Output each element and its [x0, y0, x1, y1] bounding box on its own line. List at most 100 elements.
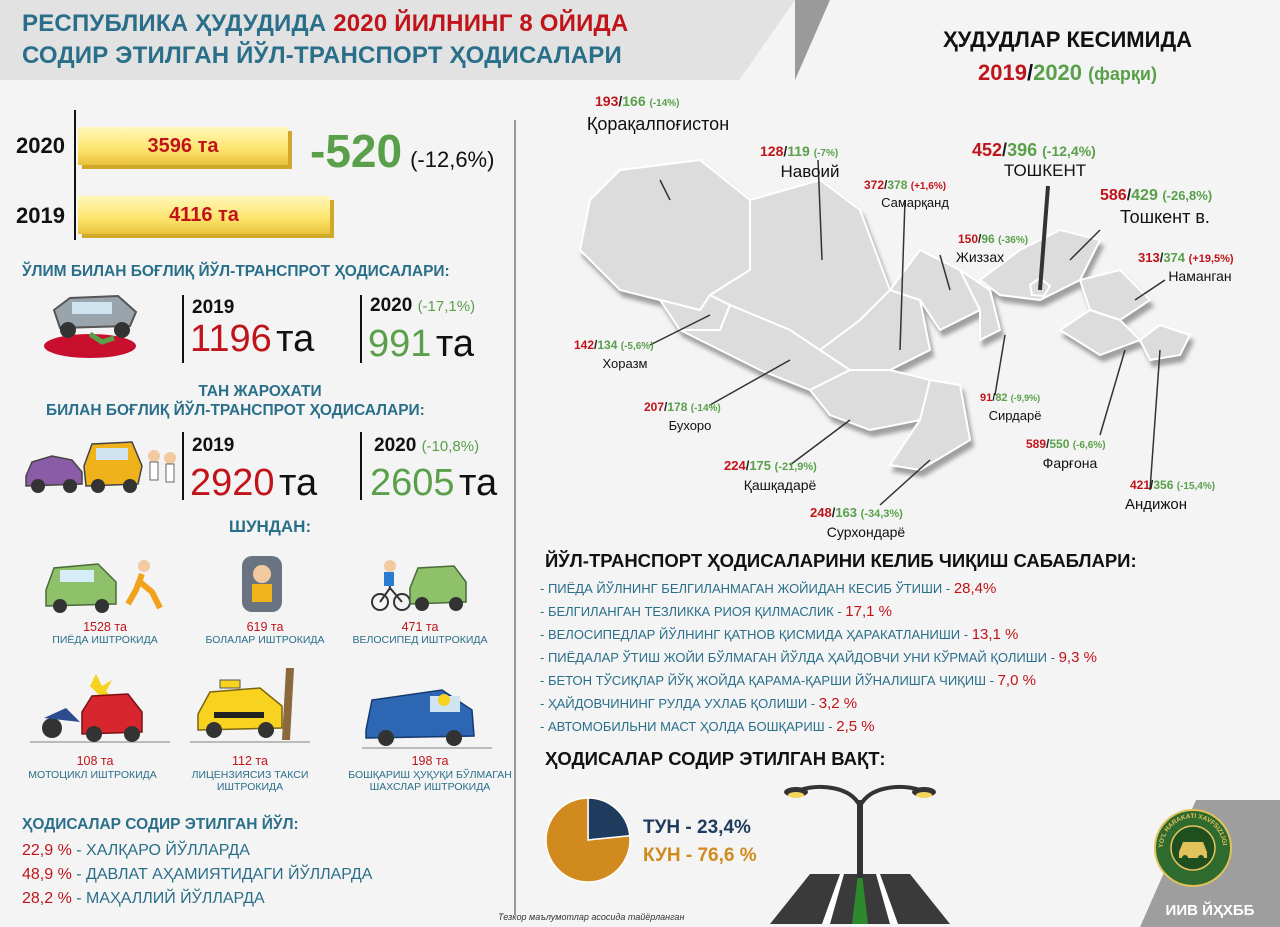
samarqand-2020: 378 [887, 178, 908, 192]
motorcycle-crash-icon [30, 674, 170, 743]
map-region-surxondaryo [888, 378, 972, 472]
namangan-2019: 313 [1138, 250, 1160, 265]
pie-slice-day [545, 797, 631, 883]
shundan-value-2: 619 та [246, 620, 284, 634]
footnote: Тезкор маълумотлар асосида тайёрланган [498, 912, 685, 922]
title-prefix: РЕСПУБЛИКА ҲУДУДИДА [22, 10, 334, 37]
title-band [0, 0, 795, 80]
fatal-heading: ЎЛИМ БИЛАН БОҒЛИҚ ЙЎЛ-ТРАНСПРОТ ҲОДИСАЛА… [22, 263, 450, 280]
label-samarqand-values: 372/378 (+1,6%) [864, 178, 947, 192]
jizzax-2020: 96 [981, 232, 995, 246]
sirdaryo-pct: (-9,9%) [1010, 393, 1041, 403]
roads-heading: ҲОДИСАЛАР СОДИР ЭТИЛГАН ЙЎЛ: [22, 816, 299, 833]
cause-item-3: - ВЕЛОСИПЕДЛАР ЙЎЛНИНГ ҚАТНОВ ҚИСМИДА ҲА… [540, 626, 1097, 649]
qoraqalpogiston-pct: (-14%) [649, 98, 680, 109]
column-divider [514, 120, 516, 915]
label-fargona-name: Фарғона [1042, 455, 1098, 471]
qashqadaryo-pct: (-21,9%) [774, 461, 817, 473]
xorazm-2020: 134 [597, 338, 618, 352]
label-toshkent-values: 452/396 (-12,4%) [972, 140, 1096, 160]
regions-title: ҲУДУДЛАР КЕСИМИДА [942, 27, 1193, 52]
fatal-divider-2 [360, 295, 362, 363]
toshkent-city-2020: 429 [1131, 187, 1158, 204]
navoiy-2019: 128 [760, 143, 784, 159]
shundan-caption-5: ЛИЦЕНЗИЯСИЗ ТАКСИ ИШТРОКИДА [191, 769, 309, 793]
cause-item-5: - БЕТОН ТЎСИҚЛАР ЙЎҚ ЖОЙДА ҚАРАМА-ҚАРШИ … [540, 672, 1097, 695]
map-region-sirdaryo [957, 267, 1002, 342]
road-label-1: - ХАЛҚАРО ЙЎЛЛАРДА [71, 842, 250, 859]
totals-diff-pct: (-12,6%) [410, 147, 495, 172]
cause-text-1: - ПИЁДА ЙЎЛНИНГ БЕЛГИЛАНМАГАН ЖОЙИДАН КЕ… [540, 581, 954, 596]
label-xorazm-name: Хоразм [602, 356, 648, 371]
shundan-value-5: 112 та [232, 754, 268, 768]
injury-value-2020: 2605 та [370, 462, 497, 505]
road-label-3: - МАҲАЛЛИЙ ЙЎЛЛАРДА [71, 890, 265, 907]
samarqand-2019: 372 [864, 178, 885, 192]
injury-divider-2 [360, 432, 362, 500]
label-toshkent-city-name: Тошкент в. [1120, 207, 1210, 227]
buxoro-2019: 207 [644, 400, 665, 414]
map-region-andijon [1138, 323, 1192, 362]
label-sirdaryo-name: Сирдарё [988, 408, 1042, 423]
traffic-police-emblem-icon: YO'L HARAKATI XAVFSIZLIGI [1154, 809, 1232, 887]
cause-pct-4: 9,3 % [1058, 649, 1097, 666]
navoiy-2020: 119 [787, 143, 810, 159]
pedestrian-car-icon [45, 560, 163, 613]
cause-pct-6: 3,2 % [818, 695, 858, 712]
xorazm-pct: (-5,6%) [620, 341, 654, 352]
label-qoraqalpogiston-values: 193/166 (-14%) [595, 93, 680, 109]
fatal-number-2020: 991 [368, 323, 432, 365]
toshkent-pct: (-12,4%) [1042, 143, 1096, 159]
sirdaryo-2019: 91 [980, 392, 993, 404]
child-seat-icon [242, 556, 282, 612]
cause-text-6: - ҲАЙДОВЧИНИНГ РУЛДА УХЛАБ ҚОЛИШИ - [540, 696, 819, 711]
injury-heading-2: БИЛАН БОҒЛИҚ ЙЎЛ-ТРАНСПРОТ ҲОДИСАЛАРИ: [46, 402, 425, 419]
shundan-value-3: 471 та [401, 620, 439, 634]
qoraqalpogiston-2019: 193 [595, 93, 619, 109]
label-navoiy-name: Навоий [780, 162, 840, 181]
cause-text-3: - ВЕЛОСИПЕДЛАР ЙЎЛНИНГ ҚАТНОВ ҚИСМИДА ҲА… [540, 627, 972, 642]
totals-bar-2020: 3596 та [78, 127, 288, 165]
jizzax-pct: (-36%) [998, 235, 1029, 246]
label-qoraqalpogiston-name: Қорақалпоғистон [586, 114, 730, 134]
cause-text-4: - ПИЁДАЛАР ЎТИШ ЖОЙИ БЎЛМАГАН ЙЎЛДА ҲАЙД… [540, 650, 1059, 665]
injury-heading-1: ТАН ЖАРОХАТИ [198, 383, 322, 400]
label-toshkent-city-values: 586/429 (-26,8%) [1100, 187, 1213, 204]
label-sirdaryo-values: 91/82 (-9,9%) [980, 392, 1041, 404]
shundan-value-6: 198 та [411, 754, 449, 768]
map-region-namangan [1078, 268, 1152, 322]
fatal-unit-2020: та [435, 323, 474, 365]
cause-item-1: - ПИЁДА ЙЎЛНИНГ БЕЛГИЛАНМАГАН ЖОЙИДАН КЕ… [540, 580, 1097, 603]
label-andijon-values: 421/356 (-15,4%) [1130, 478, 1216, 492]
buxoro-2020: 178 [667, 400, 688, 414]
cause-pct-1: 28,4% [953, 580, 997, 597]
label-navoiy-values: 128/119 (-7%) [760, 143, 839, 159]
label-namangan-name: Наманган [1168, 268, 1232, 284]
van-driver-icon [362, 689, 492, 749]
fatal-unit-2019: та [276, 318, 315, 360]
totals-year-2019: 2019 [16, 203, 65, 228]
cause-item-2: - БЕЛГИЛАНГАН ТЕЗЛИККА РИОЯ ҚИЛМАСЛИК - … [540, 603, 1097, 626]
injury-year-2020-label: 2020 [374, 435, 417, 456]
buxoro-pct: (-14%) [690, 403, 721, 414]
pie-slice-night [587, 797, 631, 841]
label-jizzax-values: 150/96 (-36%) [958, 232, 1029, 246]
injury-year-2019: 2019 [192, 435, 235, 456]
qashqadaryo-2019: 224 [724, 458, 746, 473]
toshkent-city-2019: 586 [1100, 187, 1127, 204]
totals-bar-2019: 4116 та [78, 196, 330, 234]
toshkent-city-pct: (-26,8%) [1162, 188, 1213, 203]
time-pie-chart [545, 797, 631, 883]
shundan-caption-3: ВЕЛОСИПЕД ИШТРОКИДА [352, 634, 488, 646]
shundan-caption-4: МОТОЦИКЛ ИШТРОКИДА [28, 769, 157, 781]
cause-pct-5: 7,0 % [997, 672, 1036, 689]
regions-year-2019: 2019 [978, 60, 1027, 85]
page-title-line1: РЕСПУБЛИКА ҲУДУДИДА 2020 ЙИЛНИНГ 8 ОЙИДА [22, 10, 628, 38]
totals-axis [74, 110, 76, 240]
fatal-value-2020: 991 та [368, 323, 474, 366]
namangan-2020: 374 [1163, 250, 1186, 265]
fatal-divider-1 [182, 295, 184, 363]
xorazm-2019: 142 [574, 338, 595, 352]
fatal-value-2019: 1196 та [190, 318, 314, 361]
cause-pct-2: 17,1 % [845, 603, 892, 620]
